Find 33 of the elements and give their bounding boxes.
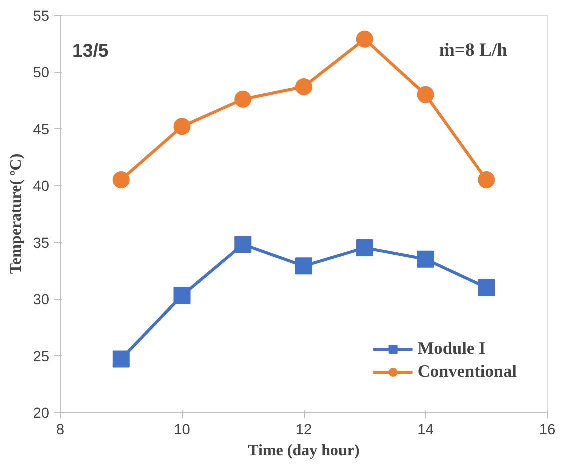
y-tick-label: 40 <box>33 179 50 196</box>
x-axis-title: Time (day hour) <box>248 442 360 460</box>
point <box>478 171 496 188</box>
point <box>356 240 374 257</box>
x-tick-label: 12 <box>296 422 312 438</box>
point <box>296 258 312 275</box>
point <box>478 279 496 296</box>
point <box>112 350 130 368</box>
x-tick-label: 16 <box>539 422 556 438</box>
point <box>234 90 252 108</box>
x-tick-label: 8 <box>56 422 65 438</box>
y-tick-label: 35 <box>33 236 50 252</box>
x-tick-label: 10 <box>174 422 190 438</box>
annotation: 13/5 <box>72 40 109 61</box>
annotation: ṁ=8 L/h <box>439 40 508 61</box>
point <box>417 250 434 268</box>
point <box>296 78 312 96</box>
y-tick-label: 55 <box>33 9 50 25</box>
point <box>174 287 191 304</box>
legend-label: Conventional <box>418 362 517 382</box>
point <box>112 171 130 188</box>
y-tick-label: 45 <box>33 122 50 138</box>
x-tick-label: 14 <box>418 422 434 438</box>
y-axis-title: Temperature( ºC) <box>8 154 26 274</box>
legend-label: Module I <box>418 339 486 359</box>
point <box>174 118 191 136</box>
y-tick-label: 50 <box>33 66 50 82</box>
point <box>417 86 434 104</box>
y-tick-label: 25 <box>33 349 50 366</box>
point <box>356 30 374 48</box>
y-tick-label: 30 <box>33 292 50 309</box>
point <box>234 236 252 254</box>
y-tick-label: 20 <box>33 406 50 422</box>
